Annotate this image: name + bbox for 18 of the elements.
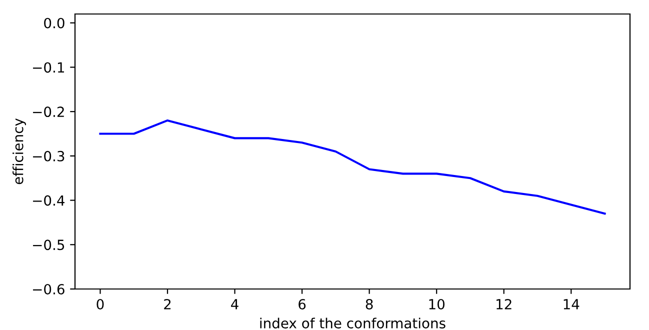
line-series — [99, 119, 606, 215]
x-tick-label: 2 — [164, 298, 171, 310]
y-tick-label: 0.0 — [44, 18, 64, 28]
y-tick-label: −0.4 — [33, 195, 64, 206]
y-tick-label: −0.6 — [33, 284, 64, 294]
y-tick-label: −0.3 — [33, 150, 64, 162]
x-tick-label: 8 — [366, 298, 373, 310]
x-axis-title: index of the conformations — [260, 318, 446, 328]
y-tick-label: −0.2 — [33, 106, 64, 118]
x-tick-label: 6 — [298, 298, 306, 310]
x-tick-label: 14 — [564, 299, 580, 310]
y-axis-title: efficiency — [12, 118, 26, 184]
x-tick-label: 4 — [231, 299, 238, 310]
x-tick-label: 10 — [429, 298, 445, 310]
y-tick-label: −0.5 — [33, 240, 64, 250]
x-tick-label: 12 — [496, 298, 512, 310]
y-tick-label: −0.1 — [33, 62, 64, 73]
x-tick-label: 0 — [96, 298, 104, 310]
